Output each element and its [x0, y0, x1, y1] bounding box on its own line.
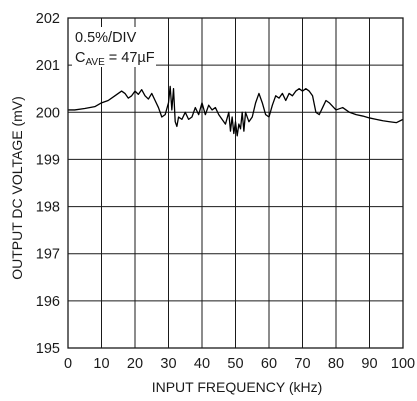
- y-tick-label: 201: [36, 58, 60, 74]
- x-tick-label: 10: [93, 356, 109, 372]
- x-tick-label: 20: [127, 356, 143, 372]
- y-tick-labels: 195 196 197 198 199 200 201 202: [36, 11, 60, 357]
- y-tick-label: 196: [36, 294, 60, 310]
- annotation-subscript: AVE: [85, 57, 105, 68]
- x-tick-label: 90: [361, 356, 377, 372]
- x-tick-label: 60: [261, 356, 277, 372]
- y-tick-label: 195: [36, 341, 60, 357]
- annotation-value: = 47µF: [105, 50, 155, 66]
- annotation-c: C: [75, 50, 85, 66]
- y-tick-label: 199: [36, 152, 60, 168]
- y-tick-label: 200: [36, 105, 60, 121]
- x-tick-label: 80: [328, 356, 344, 372]
- x-axis-title: INPUT FREQUENCY (kHz): [152, 379, 323, 395]
- y-tick-label: 197: [36, 247, 60, 263]
- x-tick-label: 40: [194, 356, 210, 372]
- y-tick-label: 202: [36, 11, 60, 27]
- x-tick-label: 70: [294, 356, 310, 372]
- x-tick-labels: 0 10 20 30 40 50 60 70 80 90 100: [64, 356, 415, 372]
- x-tick-label: 50: [227, 356, 243, 372]
- x-tick-label: 100: [391, 356, 415, 372]
- y-axis-title: OUTPUT DC VOLTAGE (mV): [9, 96, 25, 280]
- y-tick-label: 198: [36, 200, 60, 216]
- grid-lines: [68, 18, 403, 348]
- x-tick-label: 30: [160, 356, 176, 372]
- annotation-line1: 0.5%/DIV: [75, 30, 137, 46]
- x-tick-label: 0: [64, 356, 72, 372]
